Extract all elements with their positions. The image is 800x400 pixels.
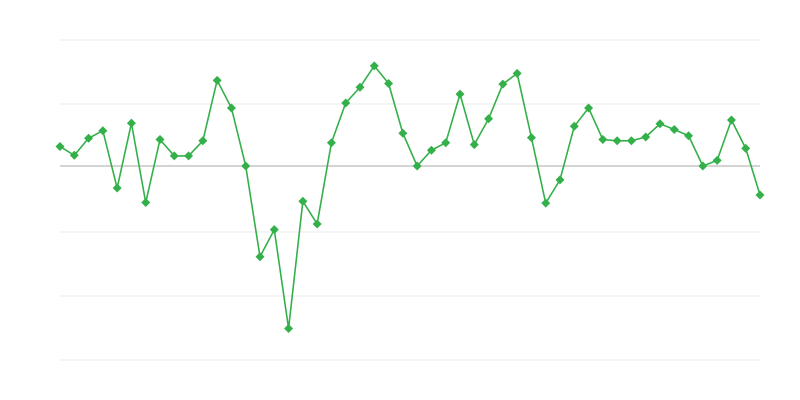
data-point bbox=[526, 133, 536, 143]
data-point bbox=[284, 324, 294, 334]
data-point bbox=[112, 183, 122, 193]
data-point bbox=[726, 115, 736, 125]
data-point bbox=[598, 135, 608, 145]
data-point bbox=[84, 133, 94, 143]
data-point bbox=[98, 126, 108, 136]
data-point bbox=[369, 61, 379, 71]
data-point bbox=[126, 118, 136, 128]
data-point bbox=[684, 131, 694, 141]
data-point bbox=[255, 252, 265, 262]
data-point bbox=[341, 98, 351, 108]
data-point bbox=[541, 198, 551, 208]
data-point bbox=[212, 75, 222, 85]
data-point bbox=[69, 150, 79, 160]
data-point bbox=[198, 136, 208, 146]
data-point bbox=[355, 82, 365, 92]
data-point bbox=[426, 145, 436, 155]
data-point bbox=[498, 79, 508, 89]
data-point bbox=[412, 161, 422, 171]
gridlines bbox=[60, 39, 760, 361]
data-point bbox=[584, 103, 594, 113]
series-points bbox=[55, 61, 765, 334]
data-point bbox=[241, 161, 251, 171]
data-point bbox=[626, 136, 636, 146]
data-point bbox=[269, 225, 279, 235]
data-point bbox=[169, 151, 179, 161]
data-point bbox=[184, 151, 194, 161]
series-line bbox=[59, 64, 761, 329]
data-point bbox=[612, 136, 622, 146]
data-point bbox=[469, 140, 479, 150]
data-point bbox=[698, 161, 708, 171]
data-point bbox=[226, 103, 236, 113]
data-point bbox=[298, 196, 308, 206]
data-point bbox=[455, 89, 465, 99]
data-point bbox=[398, 128, 408, 138]
data-point bbox=[384, 78, 394, 88]
data-point bbox=[641, 132, 651, 142]
data-point bbox=[655, 119, 665, 129]
data-point bbox=[755, 190, 765, 200]
data-point bbox=[712, 155, 722, 165]
data-point bbox=[55, 141, 65, 151]
data-point bbox=[569, 121, 579, 131]
data-point bbox=[669, 124, 679, 134]
data-point bbox=[741, 143, 751, 153]
data-point bbox=[326, 138, 336, 148]
data-point bbox=[555, 175, 565, 185]
data-point bbox=[141, 198, 151, 208]
data-point bbox=[512, 68, 522, 78]
data-point bbox=[441, 138, 451, 148]
data-point bbox=[484, 114, 494, 124]
data-point bbox=[312, 219, 322, 229]
data-point bbox=[155, 135, 165, 145]
